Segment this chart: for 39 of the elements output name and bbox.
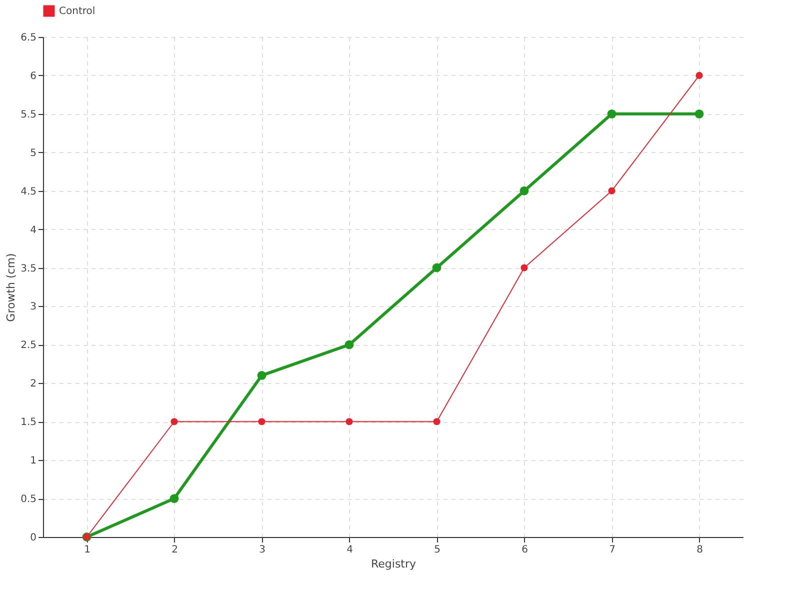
y-tick-label: 3 (30, 302, 36, 313)
point (432, 263, 442, 272)
x-tick-label: 4 (346, 544, 353, 556)
legend-label: Control (59, 6, 96, 17)
point (694, 109, 704, 118)
point (257, 371, 266, 380)
x-tick-label: 3 (259, 544, 266, 556)
y-tick-label: 1 (30, 456, 36, 467)
x-tick-label: 1 (84, 544, 90, 556)
point (520, 264, 528, 272)
x-tick-label: 6 (522, 544, 528, 556)
point (258, 418, 266, 426)
x-tick-label: 2 (172, 544, 178, 556)
y-tick-label: 6.5 (20, 32, 36, 44)
y-axis-title: Growth (cm) (4, 253, 18, 322)
point (608, 187, 616, 194)
y-tick-label: 1.5 (20, 417, 36, 428)
y-tick-label: 6 (30, 70, 36, 82)
x-tick-label: 5 (434, 544, 440, 556)
y-tick-label: 4.5 (20, 186, 36, 198)
point (346, 418, 353, 426)
y-tick-label: 4 (30, 224, 36, 236)
x-tick-label: 7 (609, 544, 616, 556)
point (170, 494, 179, 503)
y-tick-label: 0 (30, 532, 36, 544)
y-tick-label: 2.5 (20, 340, 36, 352)
point (607, 109, 616, 118)
y-tick-label: 5 (30, 148, 36, 159)
point (433, 418, 440, 426)
y-tick-label: 0.5 (20, 494, 36, 506)
x-tick-label: 8 (696, 544, 703, 556)
point (344, 340, 354, 350)
y-tick-label: 3.5 (20, 263, 36, 274)
x-axis-title: Registry (370, 558, 417, 570)
point (520, 186, 529, 196)
point (696, 72, 703, 79)
y-tick-label: 2 (30, 378, 36, 390)
y-tick-label: 5.5 (20, 109, 36, 120)
point (170, 418, 178, 426)
